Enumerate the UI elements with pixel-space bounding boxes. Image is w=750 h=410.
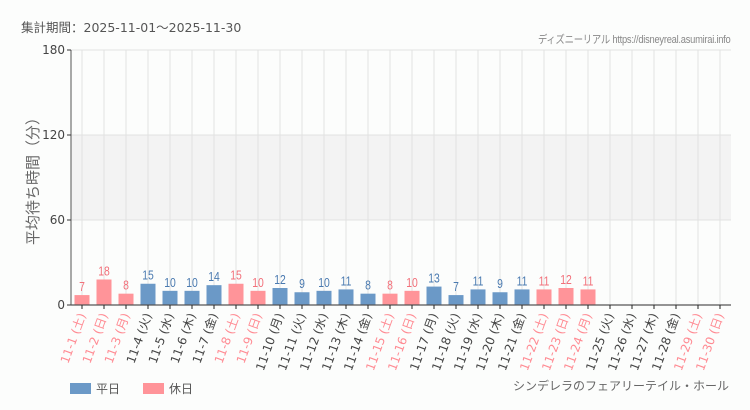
legend-label-weekday: 平日 — [96, 382, 121, 396]
legend-item-weekday: 平日 — [70, 380, 120, 397]
bar-value-label: 10 — [186, 276, 198, 290]
bar — [404, 290, 420, 305]
bar — [426, 286, 442, 305]
y-tick-label: 180 — [42, 43, 65, 57]
legend-label-holiday: 休日 — [169, 382, 194, 396]
bar-value-label: 9 — [299, 277, 305, 291]
bar-value-label: 9 — [497, 277, 503, 291]
bar — [294, 292, 310, 305]
bar-value-label: 11 — [583, 274, 594, 288]
bar — [316, 290, 332, 305]
attraction-name: シンデレラのフェアリーテイル・ホール — [512, 379, 729, 393]
bar-value-label: 11 — [539, 274, 550, 288]
bar — [382, 293, 398, 305]
bar-value-label: 13 — [428, 272, 440, 286]
bar-value-label: 12 — [274, 273, 286, 287]
bar-value-label: 11 — [341, 274, 352, 288]
bar-value-label: 11 — [473, 274, 484, 288]
bar — [228, 283, 244, 305]
y-axis-label: 平均待ち時間（分） — [24, 110, 42, 245]
bar-value-label: 18 — [98, 264, 110, 278]
bar — [558, 288, 574, 305]
bar-value-label: 7 — [79, 280, 85, 294]
bar — [272, 288, 288, 305]
bar — [250, 290, 266, 305]
bar-value-label: 11 — [517, 274, 528, 288]
bar — [514, 289, 530, 305]
y-tick-label: 0 — [57, 298, 65, 312]
bar — [470, 289, 486, 305]
bar — [448, 295, 464, 305]
bar — [140, 283, 156, 305]
bar — [74, 295, 90, 305]
highlight-band — [71, 135, 731, 220]
bar — [536, 289, 552, 305]
bar-value-label: 8 — [365, 279, 371, 293]
bar-value-label: 10 — [252, 276, 264, 290]
bar-value-label: 12 — [560, 273, 572, 287]
bar — [338, 289, 354, 305]
bar-value-label: 14 — [208, 270, 220, 284]
bar — [162, 290, 178, 305]
bar-value-label: 10 — [406, 276, 418, 290]
bar-value-label: 10 — [318, 276, 330, 290]
site-credit: ディズニーリアル https://disneyreal.asumirai.inf… — [537, 34, 731, 46]
y-tick-label: 120 — [42, 128, 65, 142]
bar-value-label: 15 — [230, 269, 242, 283]
bar-value-label: 8 — [387, 279, 393, 293]
bar — [184, 290, 200, 305]
bar — [580, 289, 596, 305]
legend: 平日 休日 — [70, 380, 216, 397]
bar-value-label: 10 — [164, 276, 176, 290]
bar-value-label: 15 — [142, 269, 154, 283]
bar-value-label: 8 — [123, 279, 129, 293]
bar — [492, 292, 508, 305]
bar — [118, 293, 134, 305]
bar — [360, 293, 376, 305]
weekday-swatch — [70, 383, 91, 394]
holiday-swatch — [143, 383, 165, 394]
period-label: 集計期間：2025-11-01～2025-11-30 — [21, 20, 242, 35]
y-tick-label: 60 — [50, 213, 65, 227]
bar-value-label: 7 — [453, 280, 459, 294]
bar — [96, 279, 112, 305]
legend-item-holiday: 休日 — [143, 380, 193, 397]
bar — [206, 285, 222, 305]
